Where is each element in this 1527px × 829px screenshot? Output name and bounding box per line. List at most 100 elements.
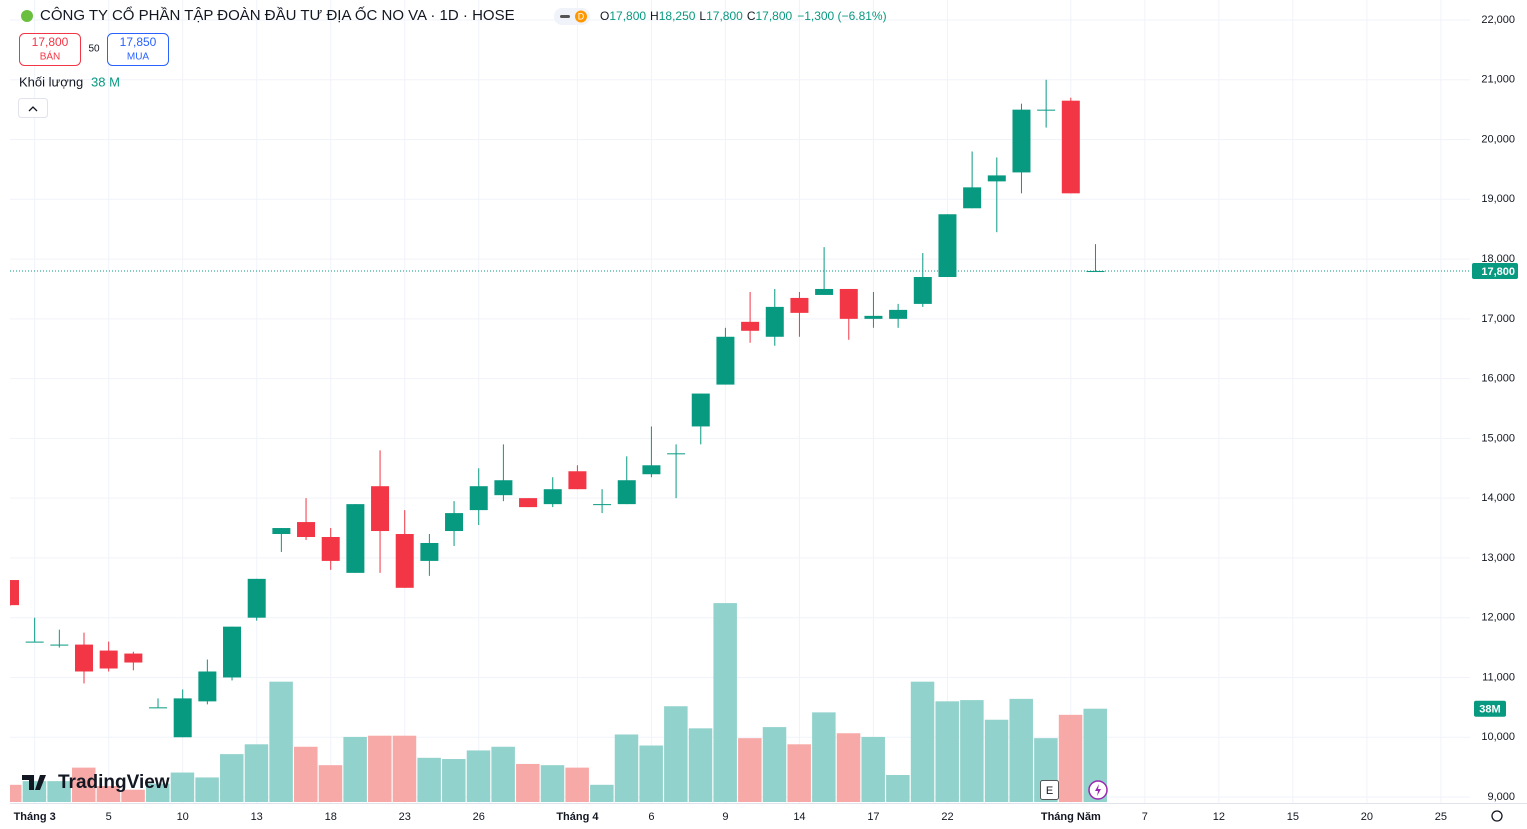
volume-bar xyxy=(664,706,688,802)
candle-body xyxy=(963,187,982,209)
candle-body xyxy=(25,641,44,643)
sell-button[interactable] xyxy=(19,33,81,66)
y-tick-label: 9,000 xyxy=(1487,791,1515,803)
volume-bar xyxy=(146,783,170,802)
grid xyxy=(10,0,1470,803)
volume-bar xyxy=(417,757,441,802)
volume-bar xyxy=(960,700,984,802)
x-tick-label: Tháng 4 xyxy=(556,811,599,823)
x-tick-label: 22 xyxy=(941,811,953,823)
legend-key: O xyxy=(600,9,609,23)
buy-price: 17,850 xyxy=(120,35,157,49)
volume-bar xyxy=(170,772,195,802)
candle-body xyxy=(99,650,118,669)
earnings-marker[interactable] xyxy=(1040,780,1059,800)
trade-buttons: 17,800 BÁN 50 17,850 MUA Khối lượng 38 M xyxy=(18,33,169,118)
volume-bar xyxy=(442,759,466,802)
volume-bar xyxy=(639,745,663,802)
candle-body xyxy=(149,707,168,709)
volume-bar xyxy=(516,763,540,802)
candle-body xyxy=(642,465,661,475)
x-tick-label: 7 xyxy=(1142,811,1148,823)
candle-body xyxy=(889,309,908,319)
volume-bar xyxy=(392,735,417,802)
collapse-icon xyxy=(28,106,38,112)
header: CÔNG TY CỔ PHẦN TẬP ĐOÀN ĐẦU TƯ ĐỊA ỐC N… xyxy=(21,6,887,25)
volume-bar xyxy=(343,736,367,802)
sell-label: BÁN xyxy=(40,50,61,63)
x-tick-label: 13 xyxy=(251,811,263,823)
candle-body xyxy=(913,277,932,304)
volume-bar xyxy=(688,728,713,802)
candle-body xyxy=(864,315,883,319)
sell-price: 17,800 xyxy=(32,35,69,49)
volume-title: Khối lượng xyxy=(19,74,83,89)
volume-bar xyxy=(47,781,71,802)
volume-bar xyxy=(220,754,244,802)
legend-value: 18,250 xyxy=(659,9,696,23)
x-tick-label: 9 xyxy=(722,811,728,823)
volume-bar xyxy=(590,784,614,802)
x-tick-label: 15 xyxy=(1287,811,1299,823)
x-tick-label: 10 xyxy=(177,811,189,823)
earnings-label: E xyxy=(1046,785,1053,797)
candle-body xyxy=(494,480,513,496)
volume-bar xyxy=(540,765,565,802)
dividend-icon xyxy=(1095,784,1101,796)
volume-bar xyxy=(1009,698,1033,802)
volume-bar xyxy=(935,701,959,802)
x-tick-label: 17 xyxy=(867,811,879,823)
settings-icon[interactable] xyxy=(1491,810,1503,822)
x-tick-label: 25 xyxy=(1435,811,1447,823)
legend-change: −1,300 (−6.81%) xyxy=(797,9,886,23)
volume-bar xyxy=(72,767,96,802)
collapse-button[interactable] xyxy=(18,98,48,118)
candle-body xyxy=(173,698,192,738)
last-volume-label: 38M xyxy=(1479,704,1500,716)
candle-body xyxy=(198,671,217,702)
volume-bar xyxy=(368,735,392,802)
candle-body xyxy=(543,489,562,505)
candle-body xyxy=(667,453,686,455)
candle-body xyxy=(75,644,94,672)
volume-bar xyxy=(886,774,910,802)
candle-body xyxy=(321,537,340,561)
volume-bar xyxy=(10,784,22,802)
y-tick-label: 21,000 xyxy=(1481,74,1515,86)
candle-body xyxy=(445,513,464,532)
candle-body xyxy=(272,528,291,535)
x-tick-label: 23 xyxy=(399,811,411,823)
x-tick-label: 12 xyxy=(1213,811,1225,823)
legend-value: 17,800 xyxy=(755,9,792,23)
symbol-title[interactable]: CÔNG TY CỔ PHẦN TẬP ĐOÀN ĐẦU TƯ ĐỊA ỐC N… xyxy=(40,6,515,24)
x-tick-label: 6 xyxy=(648,811,654,823)
volume-bar xyxy=(121,789,145,802)
volume-bar xyxy=(1058,714,1083,802)
last-price-box xyxy=(1472,263,1518,280)
candle-body xyxy=(617,480,636,505)
legend-key: C xyxy=(747,9,756,23)
volume-bar xyxy=(861,736,885,802)
brand-logo xyxy=(22,775,46,790)
candle-body xyxy=(741,321,760,331)
candle-body xyxy=(1061,100,1080,194)
badge-circle xyxy=(575,10,587,23)
y-tick-label: 22,000 xyxy=(1481,14,1515,26)
volume-bar xyxy=(984,719,1009,802)
candle-body xyxy=(10,580,19,606)
legend-value: 17,800 xyxy=(706,9,743,23)
candle-body xyxy=(519,498,538,508)
candle-body xyxy=(815,288,834,295)
legend-value: 17,800 xyxy=(609,9,646,23)
candle-body xyxy=(765,306,784,337)
volume-bar xyxy=(269,681,293,802)
candle-body xyxy=(469,486,488,511)
y-tick-label: 12,000 xyxy=(1481,612,1515,624)
volume-bar xyxy=(614,734,639,802)
symbol-logo xyxy=(21,10,33,22)
candle-body xyxy=(568,471,587,490)
volume-bar xyxy=(762,727,787,802)
candle-body xyxy=(420,542,439,561)
candle-body xyxy=(124,653,143,663)
buy-button[interactable] xyxy=(107,33,169,66)
